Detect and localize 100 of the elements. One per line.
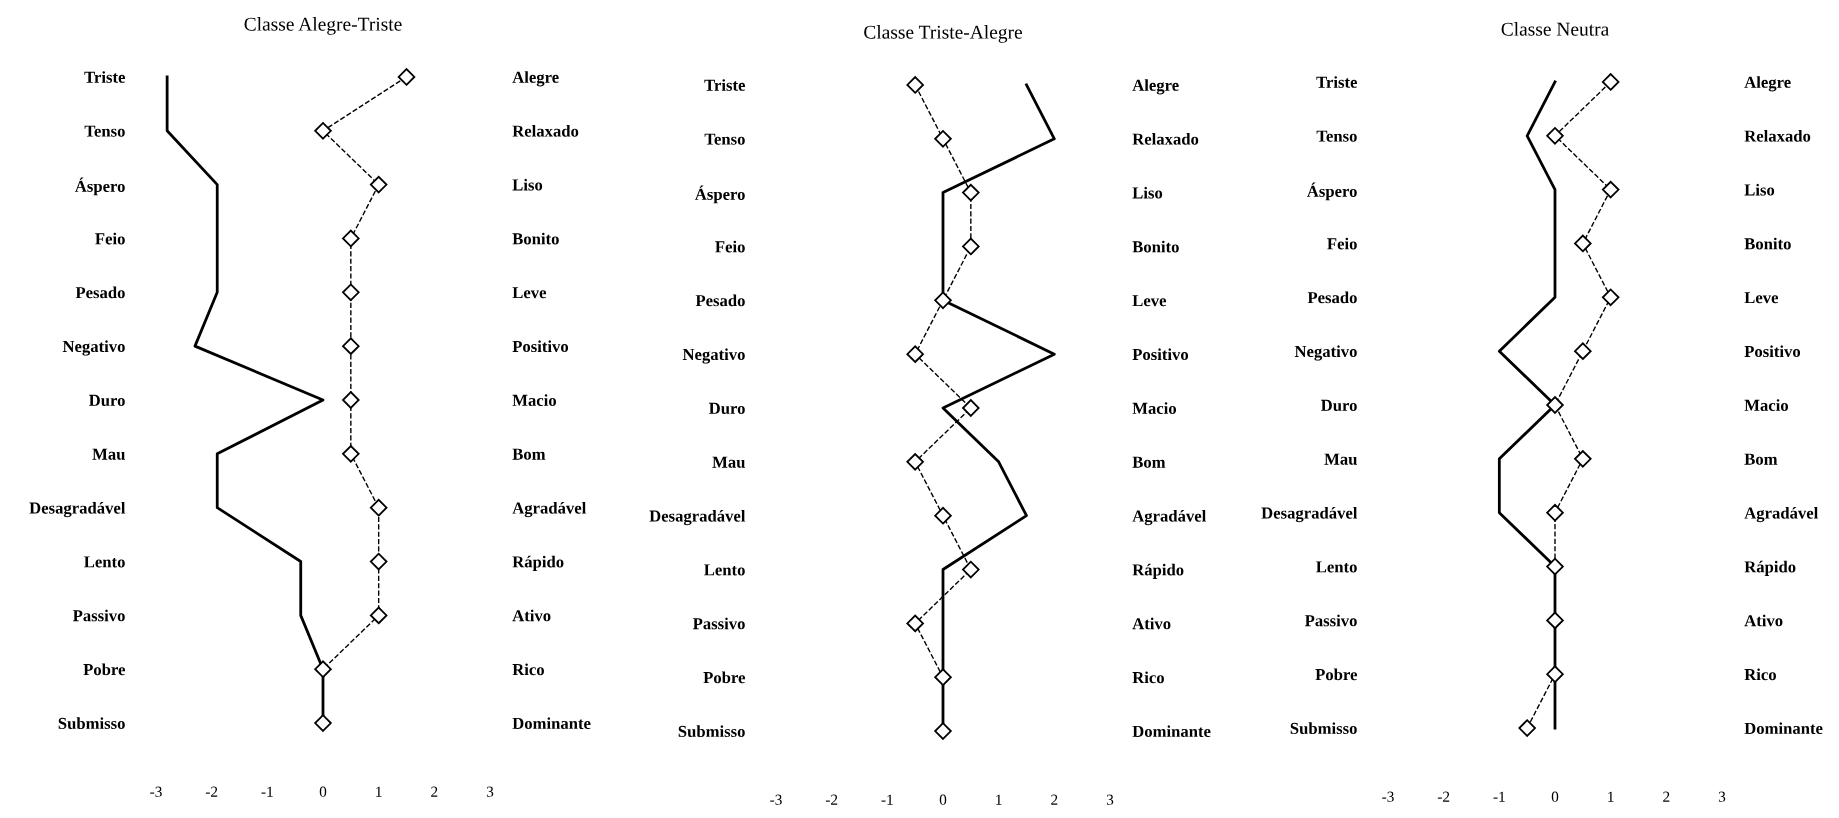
y2-tick-label: Macio xyxy=(1132,402,1177,414)
y-tick-label: Lento xyxy=(704,564,745,576)
y-tick-label: Pobre xyxy=(1315,668,1358,681)
point xyxy=(1546,557,1564,576)
y2-tick-label: Dominante xyxy=(1132,725,1211,738)
y2-tick-label: Agradável xyxy=(1744,506,1818,523)
y-tick-label: Lento xyxy=(1316,561,1357,573)
y-tick-label: Feio xyxy=(1327,237,1357,250)
y2-tick-label: Macio xyxy=(512,394,557,406)
y-tick-label: Áspero xyxy=(1306,182,1357,201)
y2-tick-label: Positivo xyxy=(1744,345,1801,358)
y2-tick-label: Relaxado xyxy=(1744,129,1811,142)
y-tick-label: Pobre xyxy=(703,671,746,684)
x-tick-label: 0 xyxy=(1551,791,1559,802)
y2-tick-label: Bom xyxy=(1132,456,1166,468)
point xyxy=(369,175,388,194)
y2-tick-label: Leve xyxy=(1744,292,1779,304)
y-tick-label: Triste xyxy=(1316,76,1358,88)
x-tick-label: 2 xyxy=(1051,794,1058,805)
x-tick-label: -3 xyxy=(150,786,162,797)
y2-tick-label: Ativo xyxy=(1132,617,1171,630)
point xyxy=(1546,503,1564,522)
y2-tick-label: Relaxado xyxy=(512,124,579,137)
y-tick-label: Passivo xyxy=(72,609,125,622)
point xyxy=(1574,342,1592,360)
y2-tick-label: Rápido xyxy=(512,555,564,571)
y-tick-label: Passivo xyxy=(1304,614,1357,627)
y-tick-label: Feio xyxy=(715,240,745,253)
chart-title: Classe Neutra xyxy=(1501,22,1609,36)
y-tick-label: Pobre xyxy=(83,663,126,676)
point xyxy=(342,229,360,248)
y-tick-label: Tenso xyxy=(1316,130,1357,142)
y-tick-label: Triste xyxy=(84,71,126,83)
point xyxy=(369,606,388,625)
point xyxy=(1546,127,1564,145)
y-tick-label: Negativo xyxy=(1294,345,1357,361)
x-tick-label: -2 xyxy=(825,794,838,805)
y2-tick-label: Relaxado xyxy=(1132,132,1199,145)
y-tick-label: Submisso xyxy=(678,725,745,738)
y2-tick-label: Alegre xyxy=(512,71,559,87)
point xyxy=(342,283,360,302)
x-tick-label: 0 xyxy=(319,786,327,797)
point xyxy=(342,445,360,463)
y2-tick-label: Rápido xyxy=(1744,560,1796,576)
x-tick-label: 1 xyxy=(996,794,1002,805)
y2-tick-label: Bonito xyxy=(1744,237,1791,250)
point xyxy=(314,122,332,140)
point xyxy=(369,498,388,517)
x-tick-label: 0 xyxy=(939,794,947,805)
y-tick-label: Mau xyxy=(92,448,125,460)
y2-tick-label: Agradável xyxy=(512,501,586,518)
y-tick-label: Duro xyxy=(88,394,125,406)
y-tick-label: Pesado xyxy=(75,286,125,299)
point xyxy=(1574,450,1592,468)
y-tick-label: Feio xyxy=(95,232,125,245)
point xyxy=(1546,396,1564,414)
y-tick-label: Desagradável xyxy=(29,501,126,518)
y-tick-label: Pesado xyxy=(695,294,745,307)
y2-tick-label: Leve xyxy=(512,287,547,299)
y-tick-label: Tenso xyxy=(704,133,745,145)
point xyxy=(342,337,360,355)
y2-tick-label: Bom xyxy=(1744,453,1778,465)
y2-tick-label: Positivo xyxy=(1132,348,1189,361)
y2-tick-label: Rico xyxy=(1744,668,1776,681)
x-tick-label: -1 xyxy=(881,794,893,805)
x-tick-label: 3 xyxy=(1106,794,1114,805)
x-tick-label: -3 xyxy=(770,794,782,805)
y-tick-label: Submisso xyxy=(1290,722,1357,735)
point xyxy=(1601,180,1620,199)
x-tick-label: -1 xyxy=(1493,791,1505,802)
y2-tick-label: Rico xyxy=(512,663,544,676)
y2-tick-label: Alegre xyxy=(1132,79,1179,95)
point xyxy=(1518,719,1536,737)
point xyxy=(1574,234,1592,253)
point xyxy=(1546,611,1564,630)
point xyxy=(314,714,332,732)
y2-tick-label: Agradável xyxy=(1132,509,1206,526)
y-tick-label: Duro xyxy=(1320,399,1357,411)
y2-tick-label: Dominante xyxy=(1744,722,1823,735)
y2-tick-label: Liso xyxy=(1132,186,1163,199)
x-tick-label: -3 xyxy=(1382,791,1394,802)
point xyxy=(1601,288,1620,307)
point xyxy=(1546,665,1564,683)
y-tick-label: Submisso xyxy=(58,717,125,730)
y2-tick-label: Ativo xyxy=(1744,614,1783,627)
y2-tick-label: Ativo xyxy=(512,609,551,622)
y-tick-label: Passivo xyxy=(692,617,745,630)
y-tick-label: Desagradável xyxy=(649,509,746,526)
y-tick-label: Mau xyxy=(1324,453,1357,465)
y2-tick-label: Positivo xyxy=(512,340,569,353)
y2-tick-label: Dominante xyxy=(512,717,591,730)
y2-tick-label: Macio xyxy=(1744,399,1789,411)
x-tick-label: -2 xyxy=(1437,791,1450,802)
y-tick-label: Áspero xyxy=(74,177,125,196)
y2-tick-label: Bonito xyxy=(512,232,559,245)
y2-tick-label: Leve xyxy=(1132,295,1167,307)
y-tick-label: Lento xyxy=(84,556,125,568)
x-tick-label: -2 xyxy=(205,786,218,797)
x-tick-label: 1 xyxy=(376,786,382,797)
point xyxy=(1601,73,1620,91)
